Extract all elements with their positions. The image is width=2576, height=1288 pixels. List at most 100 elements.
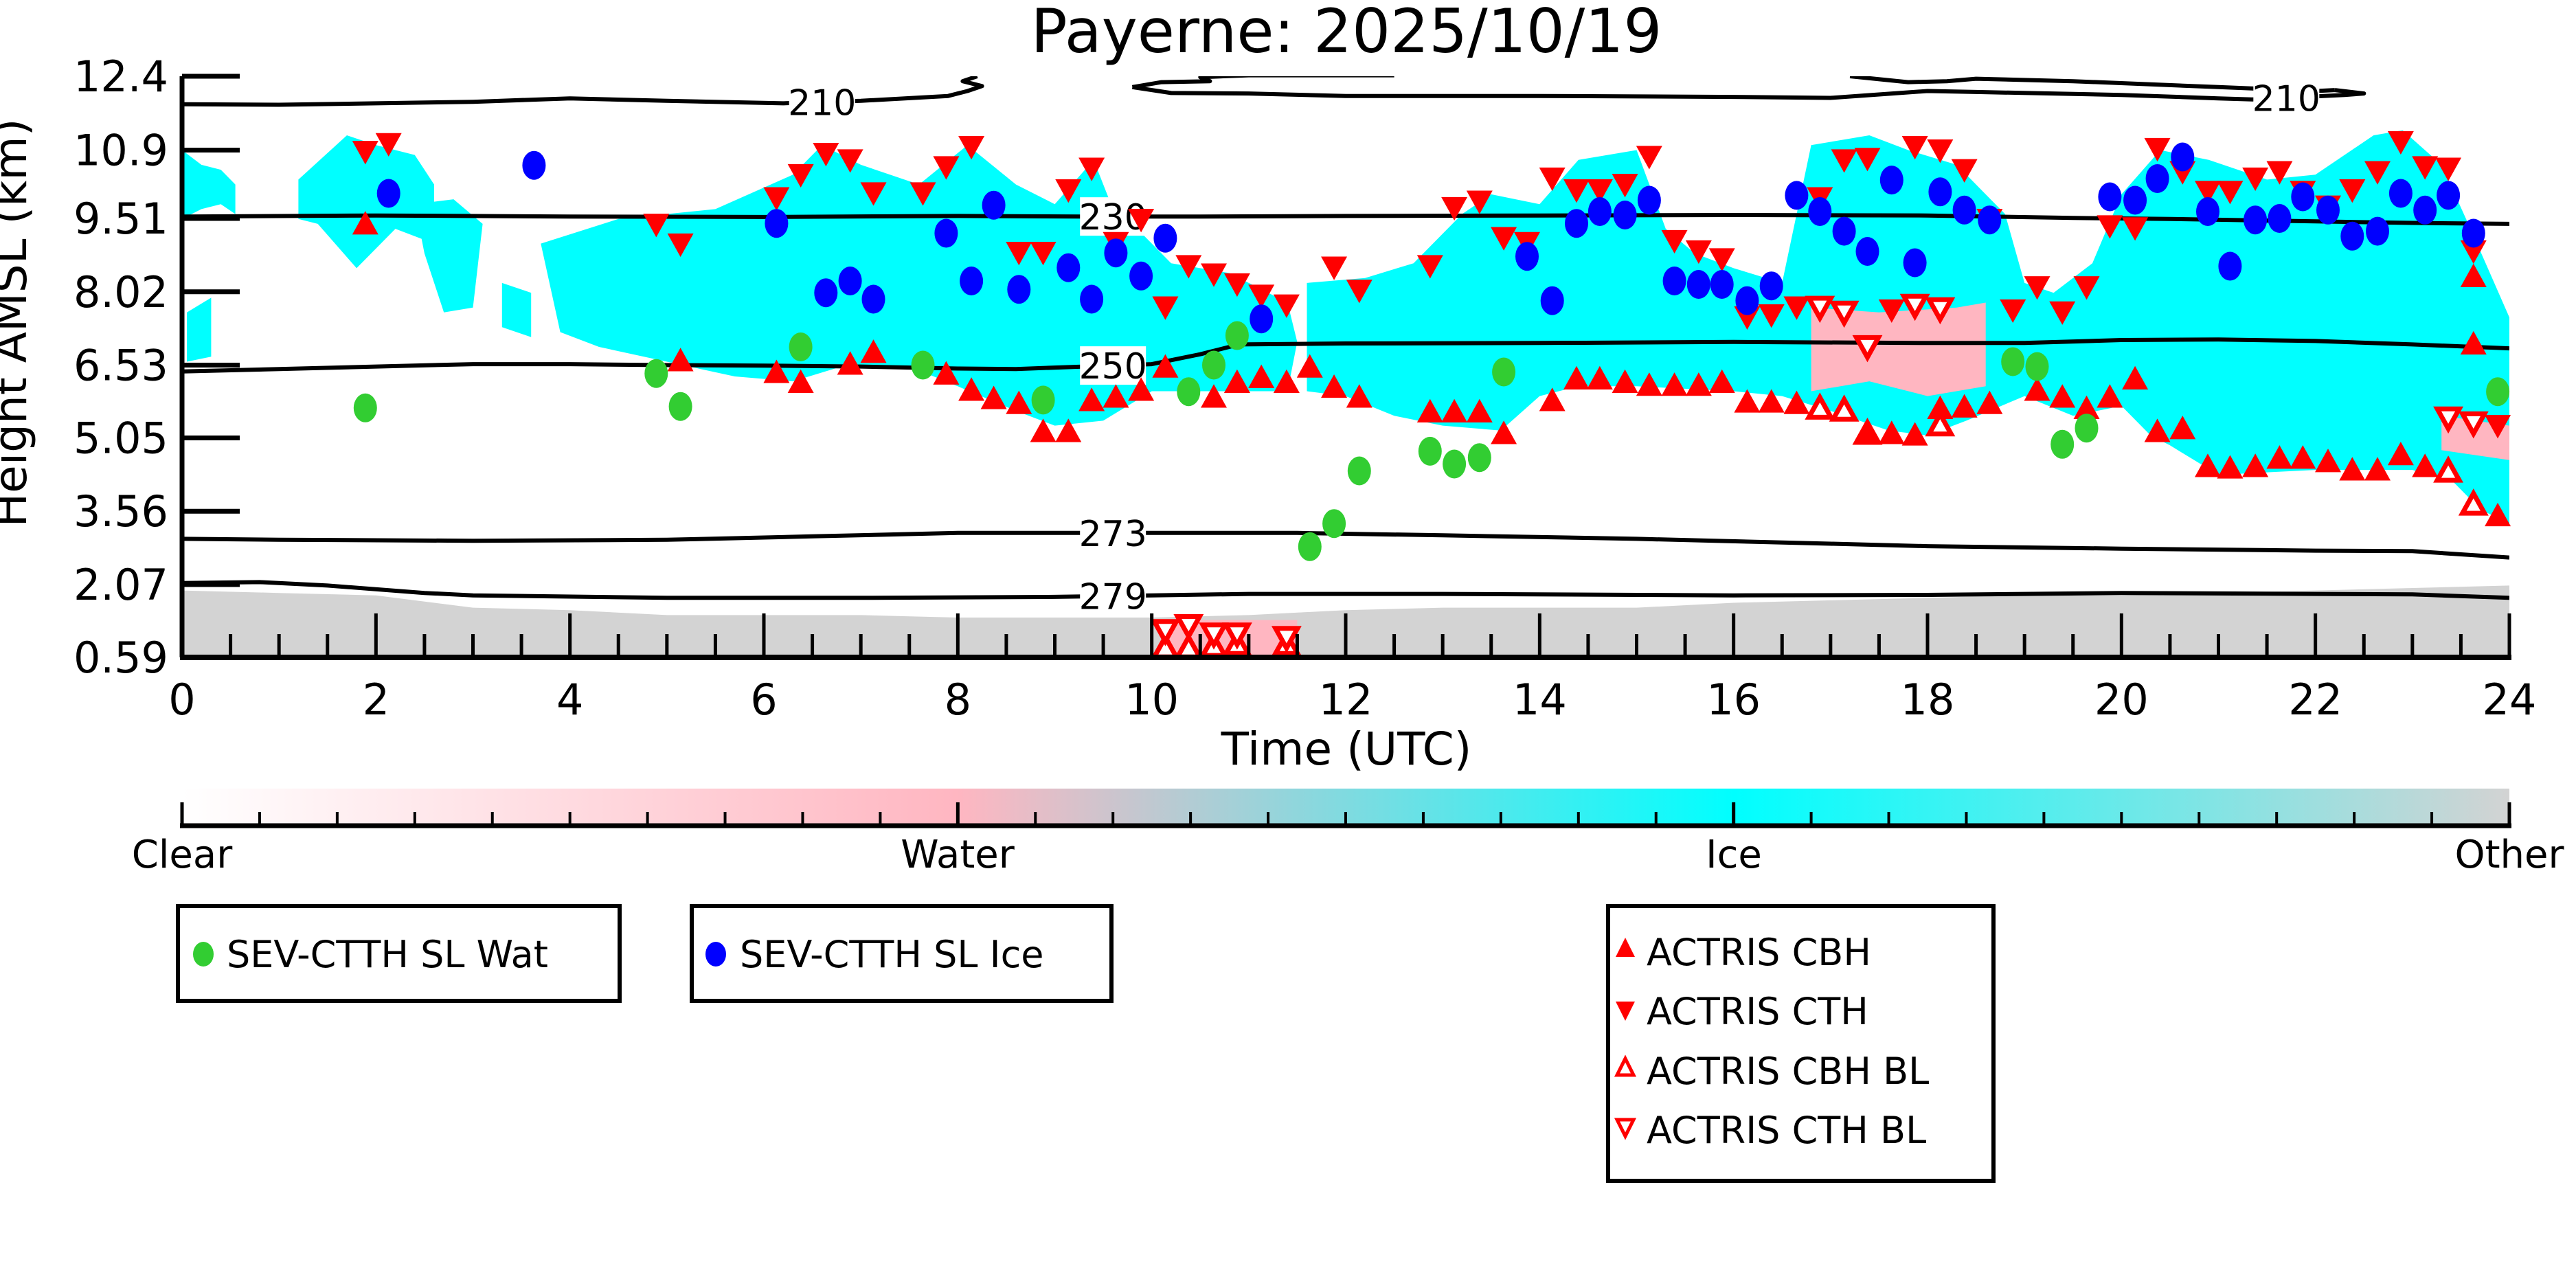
data-point-circle — [2340, 221, 2364, 251]
data-point-triangle-up — [1030, 418, 1057, 442]
legend-marker-triangle-up — [1616, 938, 1635, 957]
temperature-contours — [182, 76, 2509, 600]
data-point-circle — [982, 190, 1006, 220]
cloud-phase-layer — [182, 130, 2509, 657]
x-tick-label: 18 — [1901, 675, 1955, 725]
data-point-triangle-down — [2217, 181, 2244, 205]
contour-label: 273 — [1079, 514, 1147, 555]
phase-region-water — [1811, 302, 1986, 396]
data-point-circle — [1031, 385, 1055, 415]
data-point-triangle-down — [958, 136, 985, 160]
legend-sev-ice: SEV-CTTH SL Ice — [690, 904, 1114, 1003]
data-point-triangle-down — [1223, 273, 1250, 297]
phase-region-ice — [182, 150, 236, 219]
data-point-triangle-down — [1491, 227, 1517, 251]
x-tick-label: 8 — [945, 675, 971, 725]
data-point-triangle-down — [375, 133, 402, 157]
contour-label: 210 — [2252, 78, 2320, 120]
data-point-triangle-down — [909, 182, 936, 206]
data-point-circle — [2050, 429, 2075, 459]
y-tick-label: 0.59 — [74, 633, 168, 683]
data-point-circle — [353, 393, 377, 422]
data-point-circle — [1250, 304, 1274, 334]
data-point-circle — [911, 350, 935, 380]
data-point-circle — [1855, 237, 1879, 266]
data-point-triangle-down — [2144, 137, 2171, 162]
data-point-triangle-up — [933, 361, 960, 385]
data-point-triangle-up — [1201, 384, 1228, 408]
data-point-circle — [522, 150, 546, 180]
data-point-triangle-down — [1248, 284, 1275, 308]
data-point-triangle-up-open — [1925, 409, 1956, 437]
data-point-circle — [2025, 352, 2049, 381]
data-point-circle — [2366, 216, 2389, 246]
data-point-triangle-down — [1128, 209, 1155, 233]
data-point-triangle-up — [787, 369, 814, 393]
markers — [352, 131, 2511, 659]
data-point-triangle-down — [1152, 296, 1179, 320]
data-point-triangle-down-open — [1829, 300, 1860, 328]
data-point-triangle-up — [2122, 365, 2149, 389]
data-point-triangle-up — [1078, 387, 1105, 411]
data-point-triangle-down — [1878, 299, 1905, 324]
x-tick-label: 4 — [556, 675, 583, 725]
data-point-triangle-up — [2194, 453, 2221, 477]
data-point-triangle-down-open — [1899, 293, 1930, 321]
data-point-triangle-up — [1563, 365, 1590, 389]
data-point-triangle-down — [2339, 179, 2366, 203]
data-point-triangle-up — [958, 377, 985, 401]
data-point-circle — [934, 218, 958, 248]
data-point-triangle-down-open — [1852, 335, 1883, 363]
data-point-triangle-up — [2217, 455, 2244, 479]
data-point-triangle-up — [667, 348, 694, 372]
data-point-circle — [814, 278, 838, 308]
data-point-circle — [2001, 347, 2025, 376]
legend-label: ACTRIS CTH — [1647, 990, 1868, 1033]
data-point-triangle-up-open — [1829, 394, 1860, 422]
data-point-triangle-up — [2412, 453, 2439, 477]
data-point-circle — [1057, 253, 1081, 282]
series-actris-cbh — [352, 211, 2511, 527]
y-tick-label: 9.51 — [74, 194, 168, 244]
contour-label-bg — [2253, 78, 2320, 117]
data-point-triangle-up — [2339, 457, 2366, 481]
data-point-triangle-up — [1296, 354, 1323, 378]
data-point-triangle-up — [2290, 445, 2316, 469]
data-point-triangle-down — [2387, 131, 2414, 155]
data-point-triangle-down-open — [1150, 619, 1181, 646]
data-point-circle — [838, 267, 862, 295]
data-point-triangle-up — [1273, 369, 1300, 393]
data-point-triangle-up — [1586, 365, 1613, 389]
data-point-triangle-up — [1951, 394, 1978, 418]
data-point-triangle-down — [1273, 294, 1300, 318]
data-point-triangle-down — [1951, 159, 1978, 183]
data-point-triangle-up — [1976, 390, 2003, 414]
data-point-circle — [1347, 456, 1371, 486]
data-point-triangle-up — [1758, 389, 1785, 413]
data-point-triangle-down — [2435, 157, 2462, 181]
data-point-triangle-down — [1661, 229, 1688, 254]
data-point-triangle-down — [837, 149, 863, 173]
colorbar-ticks — [180, 802, 2511, 826]
data-point-circle — [1879, 166, 1903, 195]
data-point-circle — [1443, 449, 1467, 479]
x-tick-label: 20 — [2094, 675, 2149, 725]
data-point-triangle-up — [1734, 389, 1761, 413]
legend-label: SEV-CTTH SL Ice — [740, 933, 1044, 976]
data-point-triangle-up — [1006, 390, 1032, 414]
data-point-triangle-up — [860, 339, 887, 363]
data-point-triangle-up — [2266, 445, 2293, 469]
phase-region-ice — [298, 135, 434, 269]
series-actris-cth-bl — [1150, 293, 2489, 653]
data-point-circle — [644, 359, 668, 388]
phase-region-ice — [414, 199, 483, 313]
x-tick-label: 0 — [168, 675, 195, 725]
data-point-triangle-down — [1586, 179, 1613, 203]
data-point-circle — [1322, 509, 1346, 539]
data-point-triangle-down — [1685, 240, 1712, 264]
data-point-triangle-down — [2000, 299, 2026, 324]
data-point-circle — [1785, 181, 1809, 210]
y-tick-label: 10.9 — [74, 125, 168, 175]
data-point-triangle-up — [980, 385, 1007, 409]
